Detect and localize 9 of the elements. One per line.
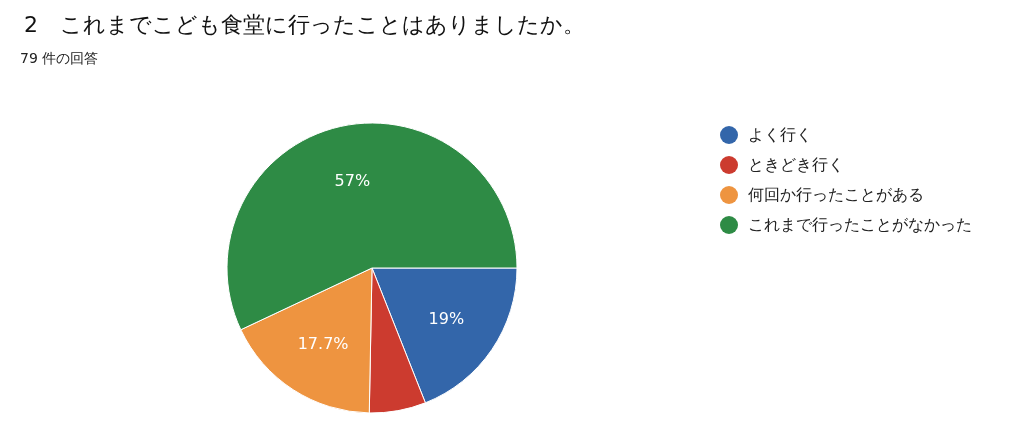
legend-label: ときどき行く: [748, 154, 844, 176]
legend-label: よく行く: [748, 124, 812, 146]
data-label: 57%: [334, 170, 371, 190]
chart-title: 2 これまでこども食堂に行ったことはありましたか。: [24, 11, 585, 39]
data-label: 19%: [428, 309, 465, 329]
legend-label: これまで行ったことがなかった: [748, 214, 972, 236]
data-label: 17.7%: [297, 333, 349, 353]
text: 79 件の回答: [20, 50, 99, 68]
legend-label: 何回か行ったことがある: [748, 184, 924, 206]
